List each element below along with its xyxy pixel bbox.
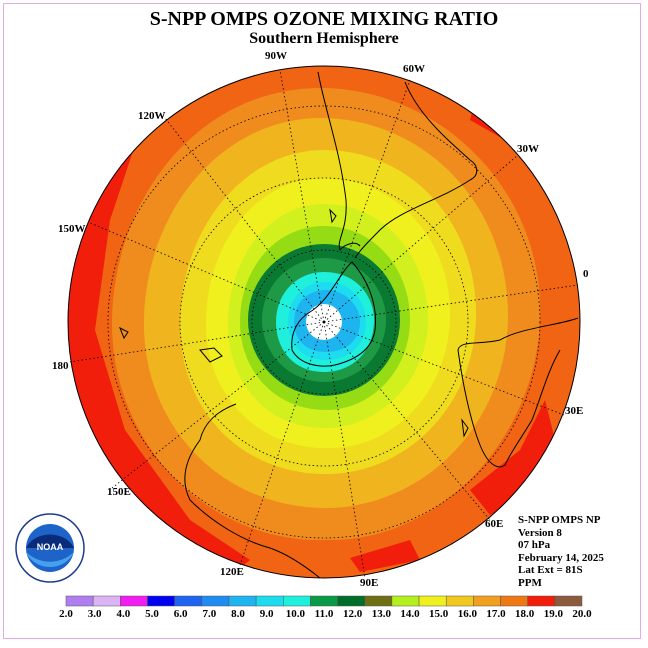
colorbar-tick-label: 3.0	[87, 608, 102, 620]
colorbar-tick-label: 2.0	[59, 608, 73, 620]
lon-label-90w: 90W	[265, 50, 287, 62]
lon-label-120e: 120E	[220, 566, 244, 578]
colorbar-tick-label: 10.0	[285, 608, 305, 620]
map-subtitle: Southern Hemisphere	[249, 30, 399, 47]
colorbar-swatch	[445, 595, 474, 607]
colorbar-tick-label: 20.0	[572, 608, 592, 620]
colorbar-swatch	[500, 595, 528, 607]
colorbar-swatch	[174, 595, 203, 607]
pacific-island	[119, 326, 129, 340]
colorbar-tick-label: 12.0	[343, 608, 363, 620]
contour-band-19-east	[470, 400, 555, 515]
figure-frame	[3, 3, 641, 639]
new-zealand-north	[199, 347, 223, 363]
colorbar-swatch	[554, 595, 583, 607]
colorbar-swatch	[473, 595, 501, 607]
info-version: Version 8	[518, 526, 562, 539]
falkland-islands	[329, 208, 337, 224]
lon-label-90e: 90E	[360, 577, 379, 589]
colorbar-tick-label: 14.0	[400, 608, 420, 620]
colorbar-tick-label: 11.0	[314, 608, 334, 620]
colorbar-tick-label: 17.0	[486, 608, 506, 620]
map-title: S-NPP OMPS OZONE MIXING RATIO	[149, 8, 499, 30]
colorbar-swatch	[364, 595, 393, 607]
colorbar-tick-label: 13.0	[371, 608, 391, 620]
colorbar-tick-label: 8.0	[231, 608, 245, 620]
lon-label-150e: 150E	[107, 486, 131, 498]
coastlines	[119, 71, 579, 579]
colorbar-tick-label: 9.0	[259, 608, 274, 620]
africa-coast	[457, 317, 579, 468]
australia-coast	[184, 403, 321, 579]
ozone-field	[68, 66, 580, 578]
info-pressure: 07 hPa	[518, 539, 551, 552]
colorbar-swatch	[391, 595, 420, 607]
colorbar-swatch	[527, 595, 556, 607]
lon-label-120w: 120W	[138, 110, 166, 122]
colorbar-swatch	[255, 595, 284, 607]
colorbar-swatch	[418, 595, 447, 607]
graticule	[69, 69, 579, 579]
lon-label-60w: 60W	[403, 63, 425, 75]
map-boundary	[67, 65, 581, 579]
colorbar-swatch	[283, 595, 311, 607]
colorbar-swatch	[228, 595, 257, 607]
lon-label-150w: 150W	[58, 223, 86, 235]
colorbar-tick-label: 5.0	[145, 608, 159, 620]
colorbar-swatch	[92, 595, 121, 607]
colorbar-tick-label: 16.0	[457, 608, 477, 620]
lon-label-0: 0	[583, 268, 589, 280]
lon-label-60e: 60E	[485, 518, 504, 530]
antarctica	[291, 261, 377, 367]
noaa-logo: NOAA	[15, 513, 85, 583]
lon-label-180: 180	[52, 360, 69, 372]
colorbar-swatch	[337, 595, 365, 607]
colorbar-swatch	[310, 595, 338, 607]
colorbar-tick-label: 19.0	[543, 608, 563, 620]
south-america-west-coast	[317, 71, 361, 251]
noaa-logo-text: NOAA	[37, 542, 64, 552]
lon-label-30e: 30E	[565, 405, 584, 417]
colorbar-tick-label: 6.0	[173, 608, 188, 620]
colorbar-swatch	[201, 595, 230, 607]
colorbar-swatch	[65, 595, 94, 607]
contour-band-19-south	[350, 540, 420, 572]
madagascar	[461, 418, 469, 438]
info-lat-ext: Lat Ext = 81S	[518, 564, 583, 577]
colorbar-tick-label: 4.0	[116, 608, 131, 620]
info-instrument: S-NPP OMPS NP	[518, 514, 601, 526]
colorbar-swatch	[147, 595, 175, 607]
info-date: February 14, 2025	[518, 551, 604, 564]
info-block: S-NPP OMPS NP Version 8 07 hPa February …	[518, 514, 604, 590]
lon-label-30w: 30W	[517, 143, 539, 155]
noaa-logo-wave	[26, 552, 74, 567]
south-america-east-coast	[354, 81, 478, 259]
info-units: PPM	[518, 576, 542, 589]
noaa-logo-bird	[26, 534, 74, 548]
colorbar-tick-label: 18.0	[515, 608, 535, 620]
colorbar	[65, 595, 583, 607]
colorbar-tick-label: 15.0	[429, 608, 449, 620]
colorbar-swatch	[120, 595, 148, 607]
colorbar-tick-label: 7.0	[202, 608, 217, 620]
